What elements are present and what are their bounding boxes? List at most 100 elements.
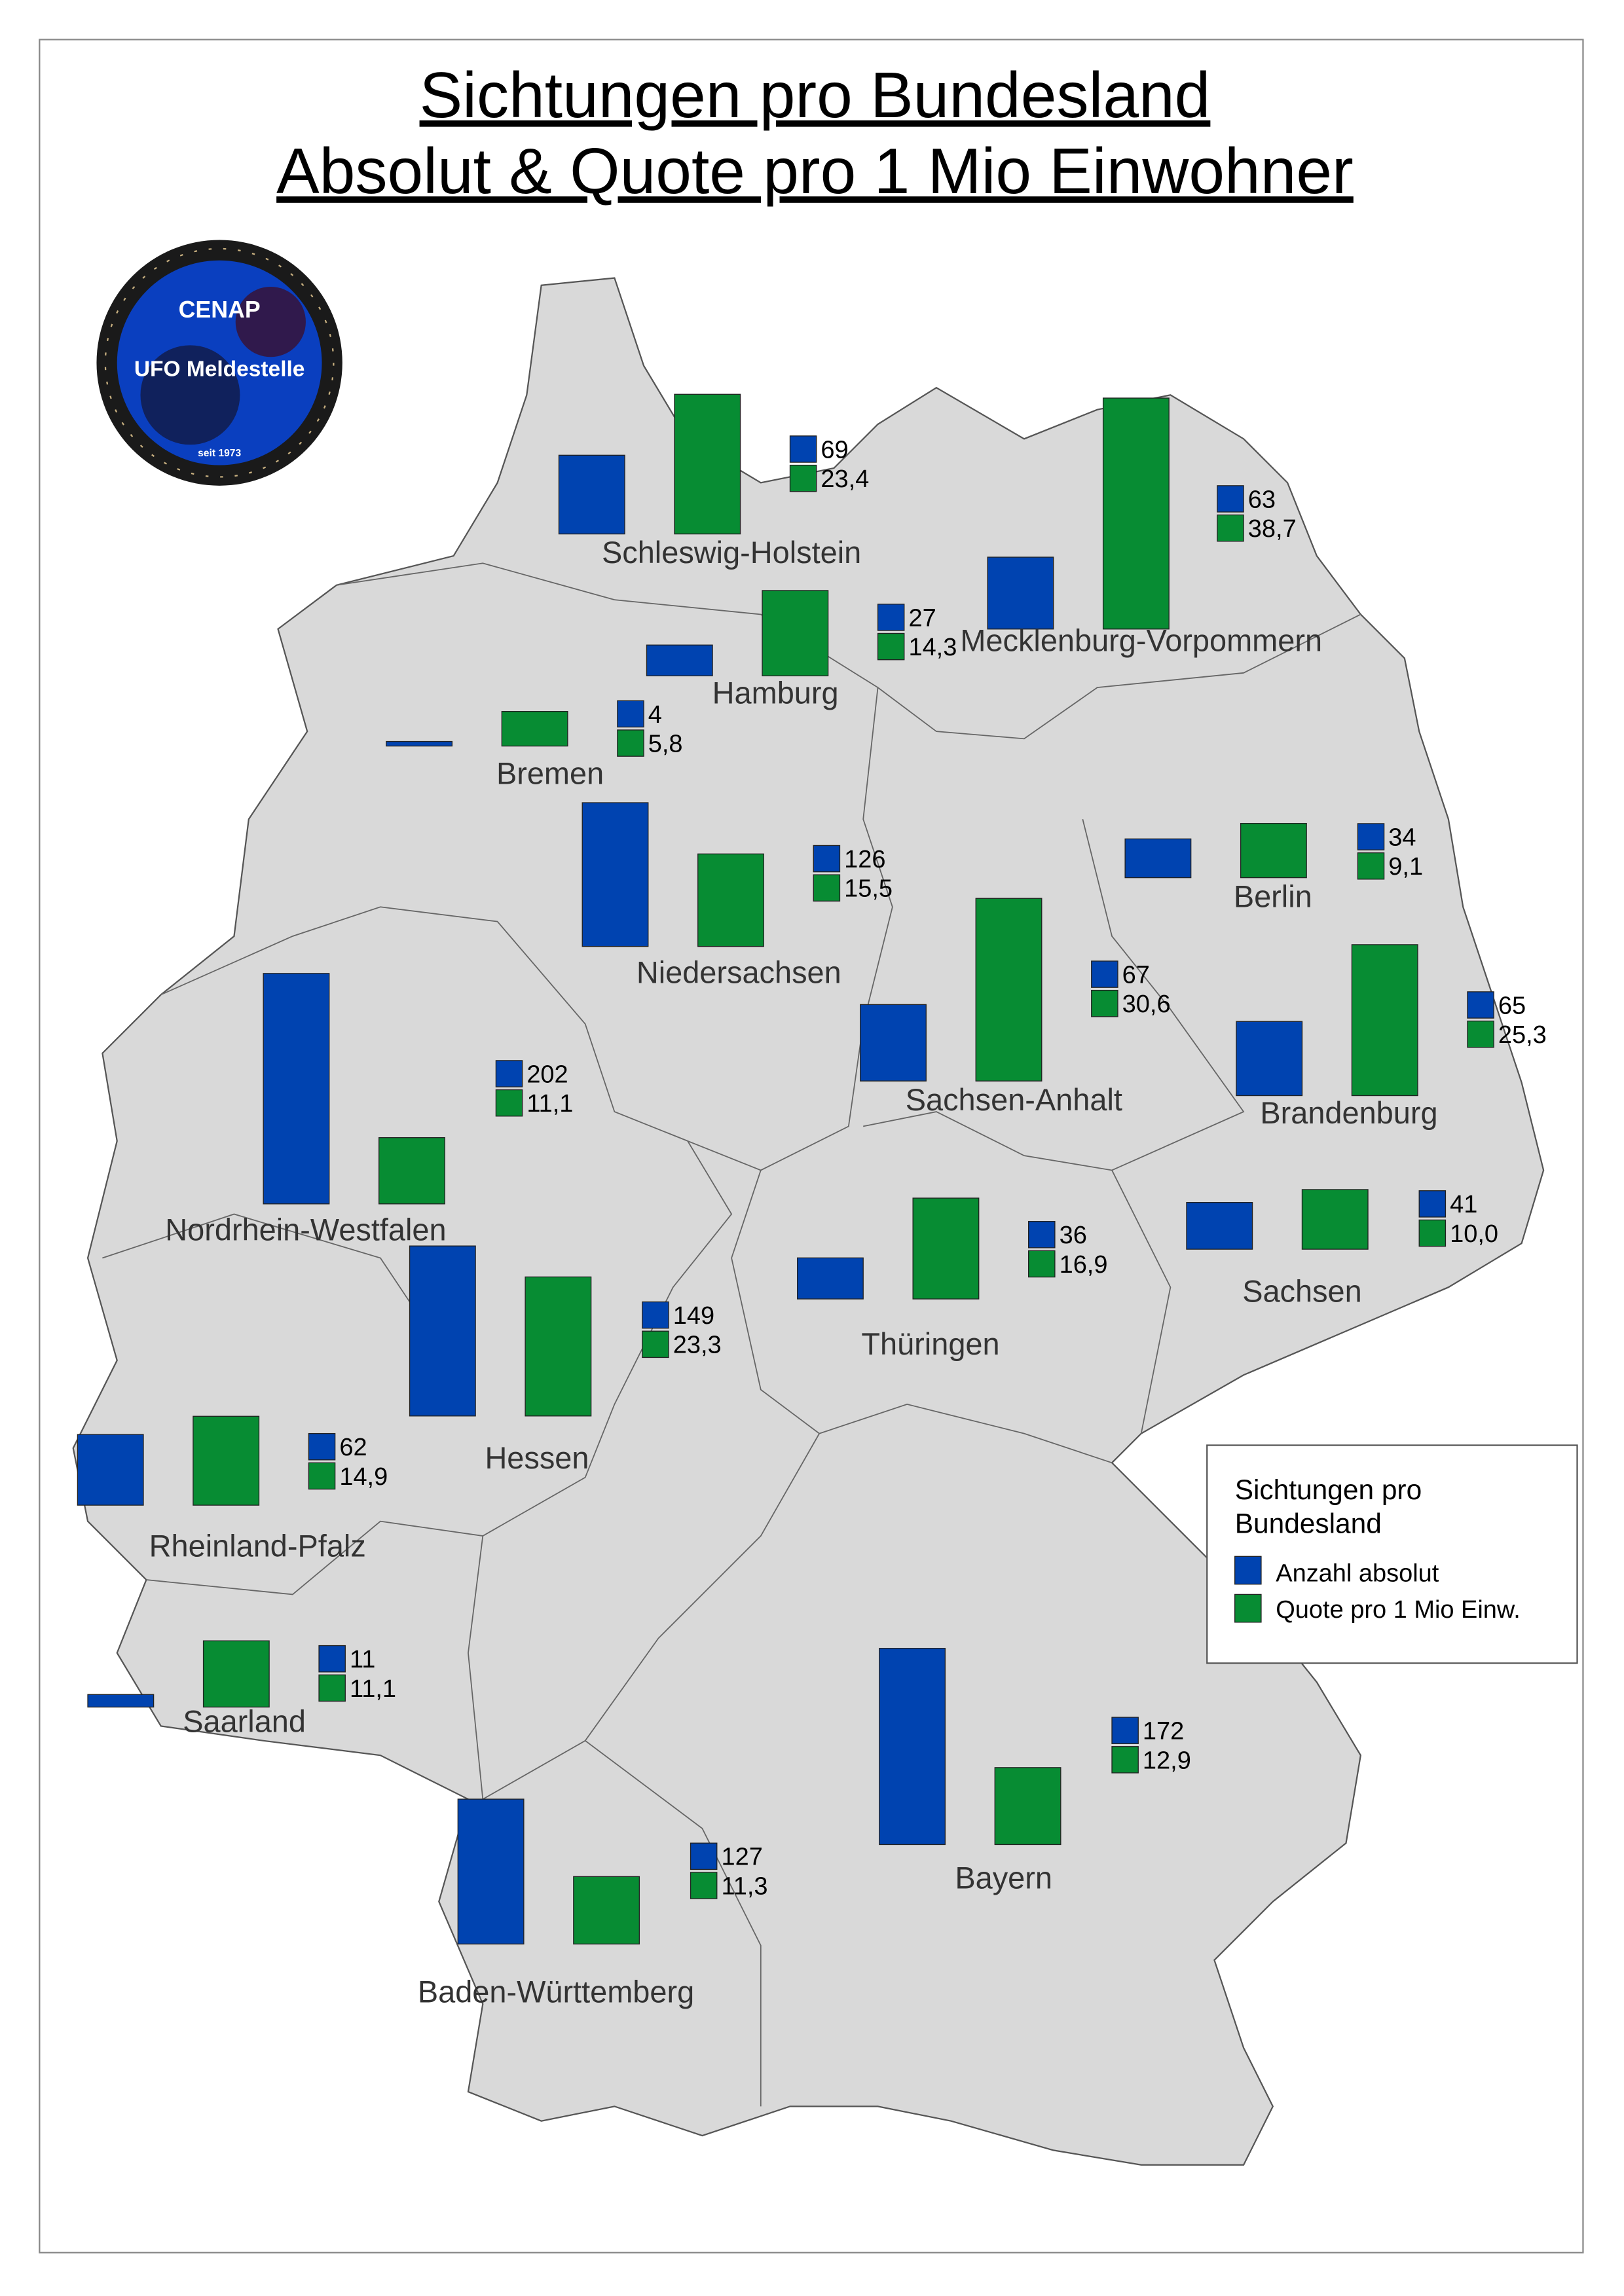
bar-quote [1351, 944, 1418, 1097]
bar-quote [994, 1767, 1061, 1846]
bar-absolut [77, 1434, 144, 1506]
bar-absolut [1236, 1021, 1303, 1097]
legend-title-1: Sichtungen pro [1235, 1474, 1422, 1505]
value-label-quote: 11,1 [526, 1090, 573, 1118]
value-label-absolut: 69 [821, 436, 848, 464]
state-label: Sachsen [1242, 1275, 1362, 1309]
value-swatch-quote [617, 729, 644, 757]
value-label-absolut: 27 [908, 604, 936, 632]
bar-absolut [386, 740, 453, 747]
state-label: Mecklenburg-Vorpommern [960, 623, 1322, 657]
value-swatch-absolut [308, 1432, 336, 1461]
value-label-absolut: 11 [350, 1646, 375, 1673]
bar-quote [573, 1876, 640, 1945]
value-label-absolut: 62 [339, 1434, 367, 1461]
value-swatch-quote [1111, 1746, 1139, 1774]
bar-absolut [263, 973, 330, 1205]
value-label-quote: 14,9 [339, 1463, 388, 1491]
value-label-absolut: 34 [1388, 824, 1416, 851]
state-label: Bayern [955, 1861, 1052, 1895]
value-swatch-absolut [1111, 1717, 1139, 1744]
value-swatch-absolut [1418, 1190, 1447, 1218]
value-label-absolut: 4 [648, 701, 662, 729]
value-swatch-absolut [789, 435, 817, 463]
bar-quote [674, 393, 741, 535]
legend-swatch-quota [1234, 1594, 1262, 1623]
state-label: Thüringen [861, 1327, 999, 1361]
value-label-quote: 30,6 [1122, 991, 1171, 1018]
value-label-absolut: 41 [1450, 1191, 1477, 1218]
state-label: Baden-Württemberg [418, 1975, 694, 2009]
bar-quote [912, 1197, 980, 1300]
value-label-absolut: 127 [721, 1844, 762, 1871]
value-label-quote: 11,1 [350, 1675, 396, 1703]
value-label-quote: 23,3 [673, 1332, 722, 1359]
state-label: Hamburg [712, 676, 839, 710]
bar-absolut [409, 1245, 476, 1417]
value-swatch-absolut [1357, 823, 1385, 850]
value-swatch-quote [308, 1462, 336, 1490]
value-label-quote: 9,1 [1388, 853, 1423, 881]
value-label-quote: 12,9 [1143, 1747, 1191, 1774]
bar-absolut [796, 1257, 864, 1300]
value-label-absolut: 172 [1143, 1718, 1184, 1745]
value-label-absolut: 149 [673, 1302, 714, 1330]
value-swatch-quote [495, 1089, 523, 1117]
value-label-absolut: 36 [1060, 1222, 1087, 1249]
bar-absolut [1124, 838, 1192, 879]
logo-name: CENAP [179, 297, 261, 323]
legend: Sichtungen pro Bundesland Anzahl absolut… [1206, 1444, 1578, 1664]
value-swatch-absolut [1467, 991, 1494, 1019]
state-bars: 6923,4Schleswig-Holstein2714,3Hamburg633… [77, 393, 1547, 2009]
value-label-quote: 25,3 [1498, 1021, 1547, 1049]
bar-quote [697, 853, 764, 947]
value-label-absolut: 202 [526, 1061, 568, 1088]
value-swatch-absolut [813, 845, 841, 873]
cenap-logo: CENAP UFO Meldestelle seit 1973 [96, 240, 342, 486]
state-label: Rheinland-Pfalz [149, 1529, 366, 1563]
value-swatch-absolut [1217, 485, 1244, 513]
bar-quote [501, 710, 568, 747]
value-swatch-absolut [495, 1060, 523, 1087]
bar-quote [1240, 822, 1307, 879]
legend-title-2: Bundesland [1235, 1508, 1382, 1539]
value-label-quote: 23,4 [821, 465, 869, 493]
value-swatch-quote [1467, 1020, 1494, 1048]
state-label: Nordrhein-Westfalen [165, 1213, 446, 1247]
value-swatch-quote [813, 874, 841, 902]
value-label-absolut: 63 [1248, 486, 1276, 513]
bar-absolut [1186, 1201, 1253, 1250]
logo-since: seit 1973 [198, 448, 241, 459]
value-label-quote: 16,9 [1060, 1251, 1108, 1279]
value-swatch-quote [789, 464, 817, 492]
title-line-2: Absolut & Quote pro 1 Mio Einwohner [276, 135, 1354, 207]
title-line-1: Sichtungen pro Bundesland [420, 59, 1211, 131]
value-label-quote: 10,0 [1450, 1220, 1498, 1248]
value-swatch-quote [318, 1674, 346, 1702]
value-swatch-quote [1091, 989, 1118, 1017]
value-swatch-absolut [642, 1301, 669, 1329]
value-label-quote: 15,5 [844, 875, 893, 903]
bar-absolut [581, 802, 649, 947]
value-swatch-absolut [690, 1842, 718, 1870]
bar-quote [378, 1137, 445, 1205]
legend-label-absolute: Anzahl absolut [1276, 1559, 1439, 1587]
state-label: Brandenburg [1260, 1096, 1437, 1130]
bar-quote [193, 1415, 260, 1506]
value-swatch-quote [1357, 852, 1385, 880]
value-label-quote: 5,8 [648, 730, 683, 757]
value-label-absolut: 65 [1498, 992, 1526, 1019]
value-label-absolut: 126 [844, 846, 885, 873]
legend-swatch-absolute [1234, 1556, 1262, 1585]
bar-quote [1301, 1189, 1369, 1250]
bar-absolut [879, 1648, 946, 1846]
bar-quote [202, 1640, 270, 1708]
bar-absolut [860, 1004, 927, 1082]
bar-absolut [87, 1694, 155, 1708]
value-swatch-absolut [617, 700, 644, 728]
value-swatch-quote [690, 1872, 718, 1899]
value-swatch-quote [642, 1330, 669, 1358]
value-label-quote: 38,7 [1248, 515, 1297, 543]
germany-outline [72, 277, 1545, 2166]
state-label: Bremen [496, 757, 604, 791]
